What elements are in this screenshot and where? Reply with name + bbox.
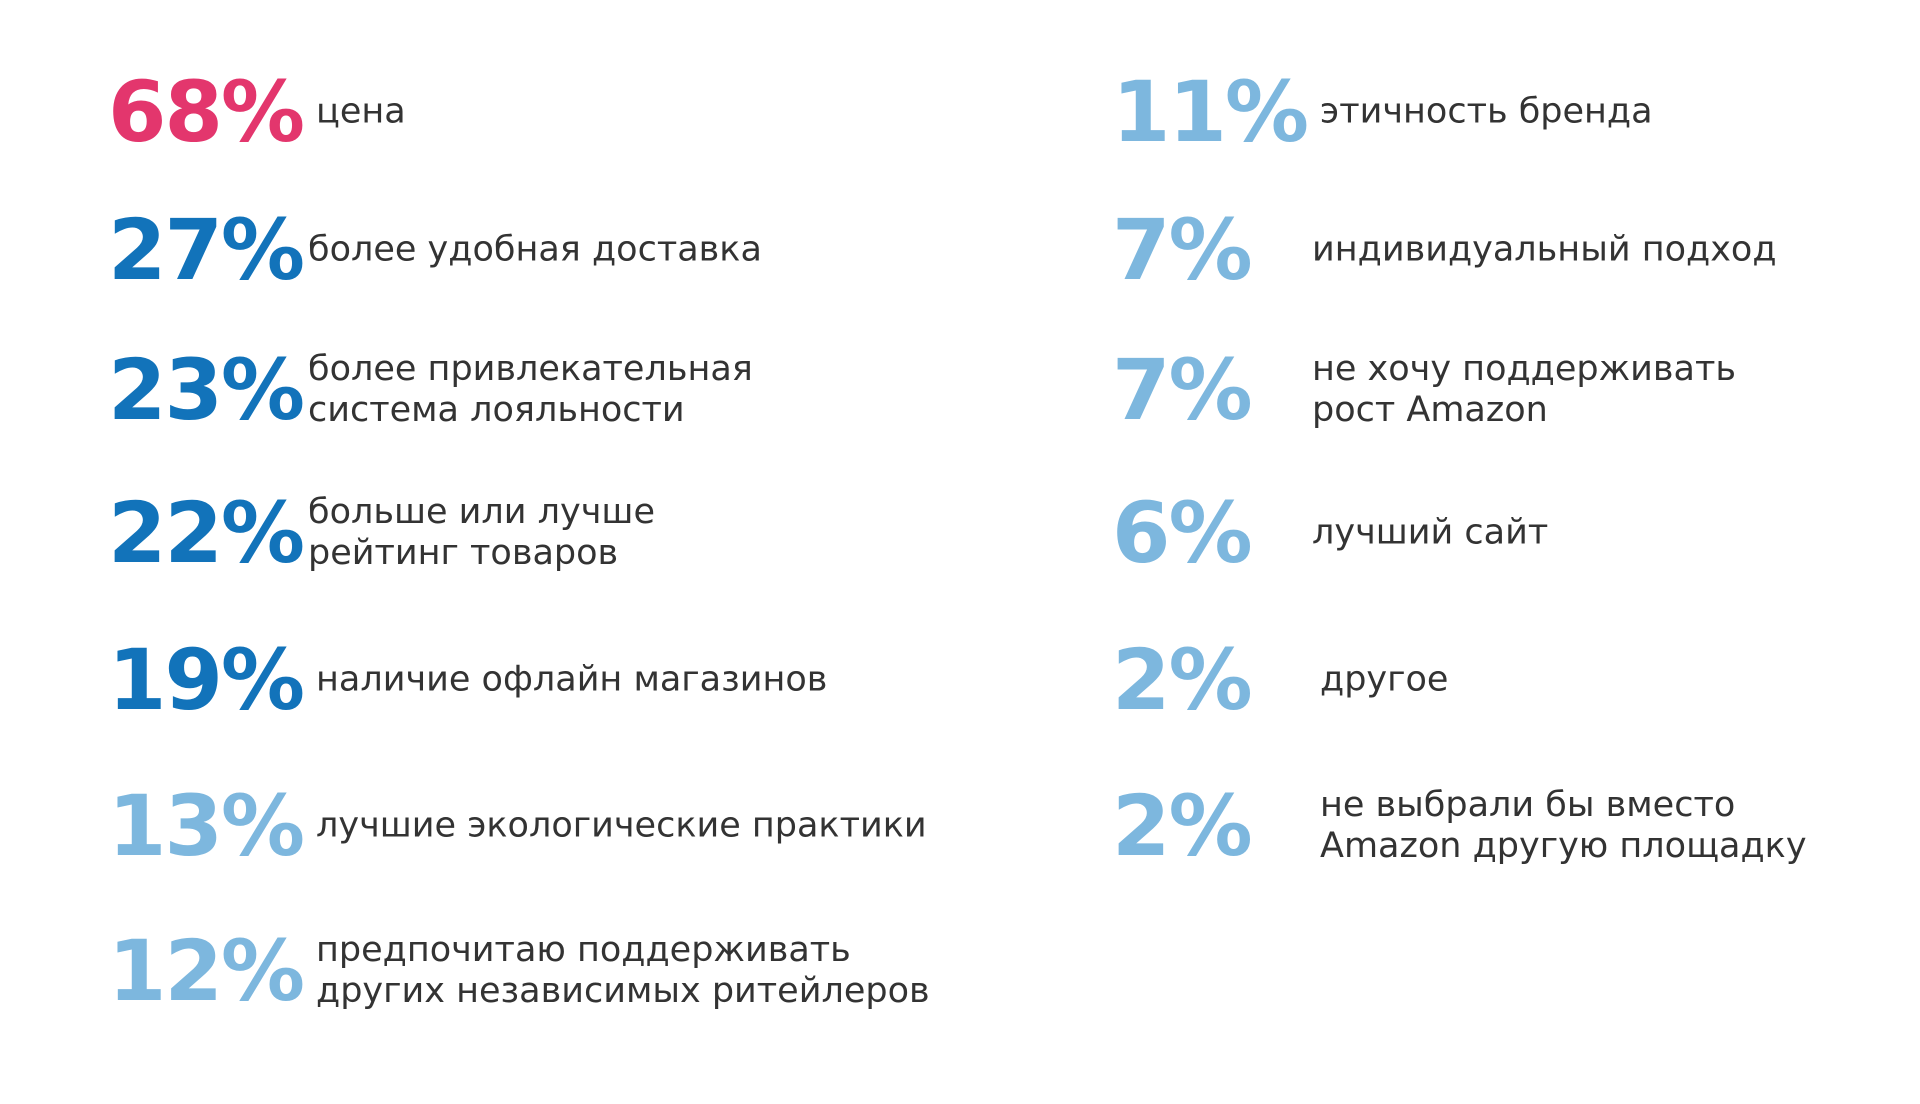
stat-row: 27% более удобная доставка bbox=[108, 195, 948, 305]
stat-label-line: лучший сайт bbox=[1312, 512, 1549, 553]
stat-row: 12% предпочитаю поддерживать других незави… bbox=[108, 916, 948, 1026]
stat-row: 22% больше или лучше рейтинг товаров bbox=[108, 478, 948, 588]
stat-label: лучшие экологические практики bbox=[316, 806, 927, 847]
stat-row: 6% лучший сайт bbox=[1112, 478, 1812, 588]
stat-label: лучший сайт bbox=[1312, 513, 1548, 554]
stat-label: индивидуальный подход bbox=[1312, 230, 1777, 271]
stat-label-line: не хочу поддерживать bbox=[1312, 349, 1736, 389]
stat-row: 7% не хочу поддерживать рост Amazon bbox=[1112, 335, 1812, 445]
stat-label: другое bbox=[1320, 660, 1448, 701]
stat-percentage: 2% bbox=[1112, 777, 1253, 875]
stat-percentage: 7% bbox=[1112, 341, 1253, 439]
stat-row: 23% более привлекательная система лояльнос… bbox=[108, 335, 948, 445]
stat-label-line: не выбрали бы вместо bbox=[1320, 785, 1736, 825]
stat-label: этичность бренда bbox=[1320, 92, 1653, 133]
stat-label-line: другое bbox=[1320, 659, 1449, 700]
stat-label: наличие офлайн магазинов bbox=[316, 660, 827, 701]
stat-label-line: Amazon другую площадку bbox=[1320, 826, 1807, 866]
stat-label-line: лучшие экологические практики bbox=[316, 805, 927, 846]
stat-label-line: рост Amazon bbox=[1312, 390, 1548, 430]
stat-label-line: больше или лучше bbox=[308, 492, 655, 532]
stat-label: больше или лучше рейтинг товаров bbox=[308, 492, 655, 574]
stat-label-line: наличие офлайн магазинов bbox=[316, 659, 828, 700]
stat-percentage: 68% bbox=[108, 63, 305, 161]
stat-percentage: 22% bbox=[108, 484, 305, 582]
stat-label: цена bbox=[316, 92, 406, 133]
stat-row: 19% наличие офлайн магазинов bbox=[108, 625, 948, 735]
stat-row: 2% другое bbox=[1112, 625, 1812, 735]
stat-label-line: система лояльности bbox=[308, 390, 685, 430]
stat-percentage: 19% bbox=[108, 631, 305, 729]
stat-label: не выбрали бы вместо Amazon другую площад… bbox=[1320, 785, 1807, 867]
stat-label-line: более привлекательная bbox=[308, 349, 753, 389]
stat-row: 68% цена bbox=[108, 57, 948, 167]
stat-label-line: цена bbox=[316, 91, 406, 132]
stat-percentage: 13% bbox=[108, 777, 305, 875]
stat-row: 11% этичность бренда bbox=[1112, 57, 1812, 167]
stat-percentage: 23% bbox=[108, 341, 305, 439]
stat-label-line: индивидуальный подход bbox=[1312, 229, 1777, 270]
stat-label-line: других независимых ритейлеров bbox=[316, 971, 930, 1011]
stat-percentage: 2% bbox=[1112, 631, 1253, 729]
stat-label: более привлекательная система лояльности bbox=[308, 349, 753, 431]
stat-row: 13% лучшие экологические практики bbox=[108, 771, 948, 881]
stat-label-line: рейтинг товаров bbox=[308, 533, 619, 573]
stat-percentage: 7% bbox=[1112, 201, 1253, 299]
stat-label: предпочитаю поддерживать других независим… bbox=[316, 930, 930, 1012]
stat-label-line: более удобная доставка bbox=[308, 229, 762, 270]
stat-label-line: этичность бренда bbox=[1320, 91, 1653, 132]
stat-label: более удобная доставка bbox=[308, 230, 762, 271]
stat-percentage: 6% bbox=[1112, 484, 1253, 582]
stat-label: не хочу поддерживать рост Amazon bbox=[1312, 349, 1736, 431]
stat-percentage: 11% bbox=[1112, 63, 1309, 161]
stat-row: 2% не выбрали бы вместо Amazon другую площ… bbox=[1112, 771, 1812, 881]
stat-percentage: 12% bbox=[108, 922, 305, 1020]
stat-row: 7% индивидуальный подход bbox=[1112, 195, 1812, 305]
stat-percentage: 27% bbox=[108, 201, 305, 299]
stat-label-line: предпочитаю поддерживать bbox=[316, 930, 851, 970]
